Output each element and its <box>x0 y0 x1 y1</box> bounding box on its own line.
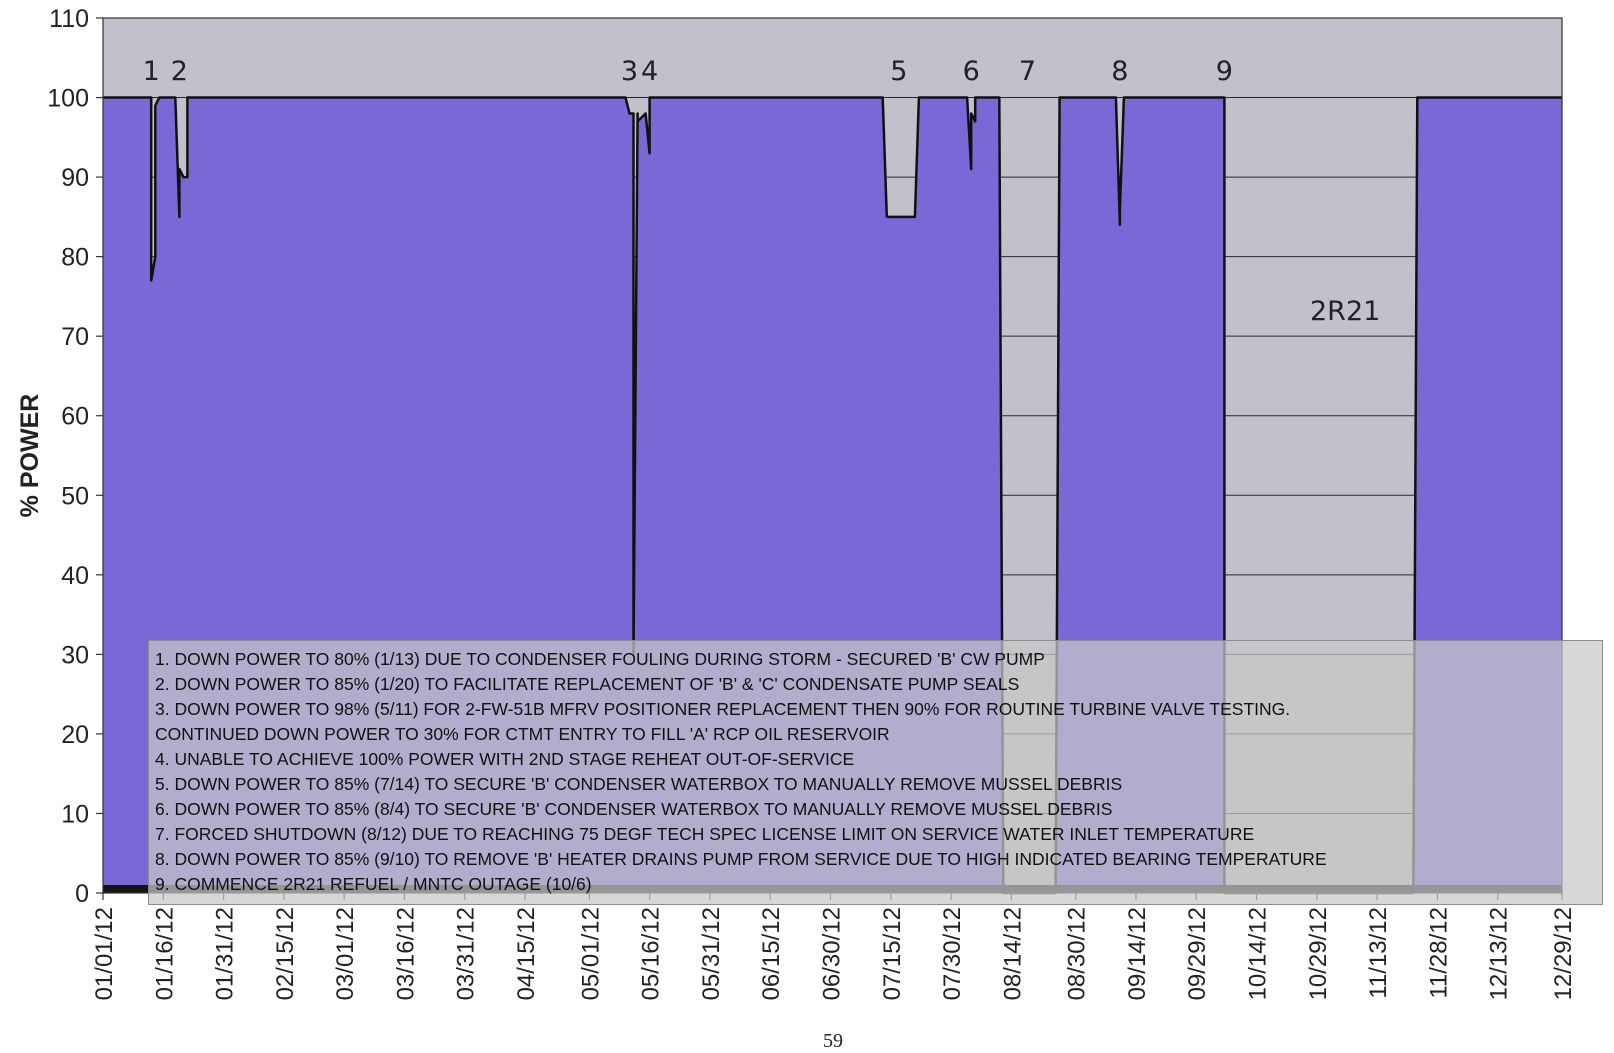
y-tick-label: 80 <box>61 244 89 272</box>
event-label: 1 <box>143 56 160 87</box>
y-tick-label: 60 <box>61 403 89 431</box>
y-tick-label: 90 <box>61 164 89 192</box>
y-tick-label: 30 <box>61 641 89 669</box>
y-tick-label: 70 <box>61 323 89 351</box>
x-tick-label: 10/29/12 <box>1305 907 1332 1000</box>
y-tick-label: 100 <box>47 85 89 113</box>
annotation-line: 2. DOWN POWER TO 85% (1/20) TO FACILITAT… <box>155 674 1020 694</box>
x-tick-label: 01/16/12 <box>151 907 178 1000</box>
x-tick-label: 02/15/12 <box>272 907 299 1000</box>
axes: 0 10 20 30 40 50 60 70 80 90 100 110 % POWER 01/01/12… <box>16 5 1577 1000</box>
annotation-line: 6. DOWN POWER TO 85% (8/4) TO SECURE 'B'… <box>155 799 1113 819</box>
x-tick-label: 08/14/12 <box>999 907 1026 1000</box>
x-tick-label: 08/30/12 <box>1064 907 1091 1000</box>
x-tick-label: 12/13/12 <box>1486 907 1513 1000</box>
event-label: 2 <box>171 56 188 87</box>
x-tick-label: 06/30/12 <box>818 907 845 1000</box>
x-tick-label: 06/15/12 <box>758 907 785 1000</box>
x-tick-label: 04/15/12 <box>513 907 540 1000</box>
y-tick-label: 40 <box>61 562 89 590</box>
event-label: 9 <box>1216 56 1233 87</box>
x-tick-label: 09/14/12 <box>1124 907 1151 1000</box>
event-label: 6 <box>963 56 980 87</box>
y-tick-label: 50 <box>61 482 89 510</box>
x-tick-label: 03/16/12 <box>392 907 419 1000</box>
page-number: 59 <box>823 1030 843 1052</box>
event-label: 8 <box>1111 56 1128 87</box>
y-axis-title: % POWER <box>16 394 44 518</box>
annotation-legend: 1. DOWN POWER TO 80% (1/13) DUE TO CONDE… <box>148 640 1603 905</box>
y-tick-label: 0 <box>75 880 89 908</box>
event-label: 5 <box>890 56 907 87</box>
x-tick-label: 05/31/12 <box>698 907 725 1000</box>
x-tick-label: 01/01/12 <box>91 907 118 1000</box>
x-tick-label: 11/13/12 <box>1365 907 1392 999</box>
annotation-line: CONTINUED DOWN POWER TO 30% FOR CTMT ENT… <box>155 724 890 744</box>
x-tick-label: 12/29/12 <box>1550 907 1577 1000</box>
annotation-line: 4. UNABLE TO ACHIEVE 100% POWER WITH 2ND… <box>155 749 855 769</box>
x-tick-label: 03/31/12 <box>453 907 480 1000</box>
event-label: 4 <box>641 56 658 87</box>
annotation-line: 5. DOWN POWER TO 85% (7/14) TO SECURE 'B… <box>155 774 1123 794</box>
x-tick-label: 01/31/12 <box>212 907 239 1000</box>
annotation-line: 7. FORCED SHUTDOWN (8/12) DUE TO REACHIN… <box>155 824 1255 844</box>
annotation-line: 8. DOWN POWER TO 85% (9/10) TO REMOVE 'B… <box>155 849 1327 869</box>
x-tick-label: 07/15/12 <box>879 907 906 1000</box>
event-label: 7 <box>1019 56 1036 87</box>
y-tick-label: 10 <box>61 800 89 828</box>
x-tick-label: 05/01/12 <box>577 907 604 1000</box>
outage-label: 2R21 <box>1310 296 1381 327</box>
series-line <box>103 96 1562 895</box>
x-tick-label: 09/29/12 <box>1184 907 1211 1000</box>
x-tick-label: 10/14/12 <box>1245 907 1272 1000</box>
event-label: 3 <box>621 56 638 87</box>
x-tick-label: 03/01/12 <box>332 907 359 1000</box>
x-tick-label: 11/28/12 <box>1425 907 1452 999</box>
x-tick-label: 07/30/12 <box>939 907 966 1000</box>
annotation-line: 1. DOWN POWER TO 80% (1/13) DUE TO CONDE… <box>155 649 1045 669</box>
y-tick-label: 110 <box>49 5 89 33</box>
annotation-line: 3. DOWN POWER TO 98% (5/11) FOR 2-FW-51B… <box>155 699 1291 719</box>
y-tick-label: 20 <box>61 721 89 749</box>
x-tick-label: 05/16/12 <box>638 907 665 1000</box>
annotation-line: 9. COMMENCE 2R21 REFUEL / MNTC OUTAGE (1… <box>155 874 592 894</box>
